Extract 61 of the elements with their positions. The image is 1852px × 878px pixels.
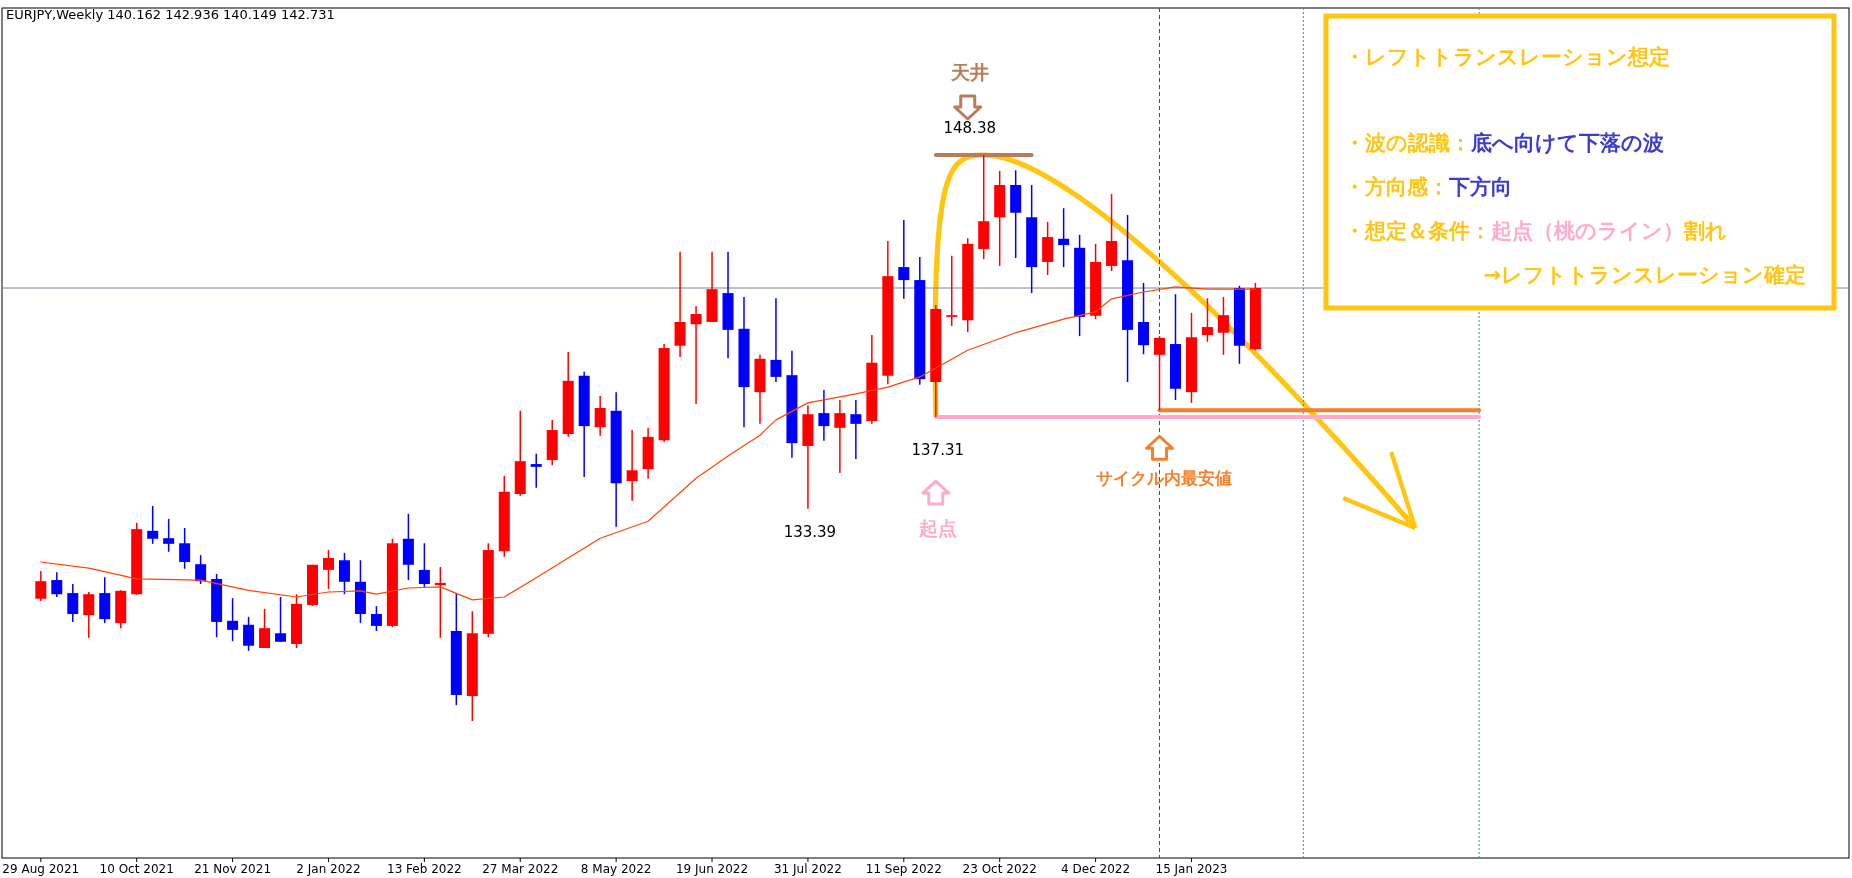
candlestick [195,554,207,585]
candlestick [35,570,47,602]
candlestick [227,597,239,642]
annotation: 起点（桃のライン） [1490,219,1684,243]
x-tick-label: 10 Oct 2021 [99,862,174,876]
annotation: 148.38 [943,119,996,137]
x-tick-label: 23 Oct 2022 [962,862,1037,876]
candlestick [898,219,910,300]
annotation: 底へ向けて下落の波 [1470,131,1664,155]
x-tick-label: 29 Aug 2021 [2,862,80,876]
candlestick [275,596,287,643]
annotation: 起点 [917,517,957,540]
candlestick [1058,207,1070,268]
candlestick [259,608,271,649]
candlestick [530,453,542,489]
x-tick-label: 19 Jun 2022 [675,862,749,876]
x-tick-label: 15 Jan 2023 [1155,862,1228,876]
text: EURJPY,Weekly 140.162 142.936 140.149 142.731 [6,7,335,22]
candlestick [338,552,350,595]
annotation: 下方向 [1448,175,1512,199]
candlestick [946,255,958,327]
candlestick [1201,297,1213,343]
candlestick [818,389,830,442]
candlestick [690,305,702,405]
x-tick-label: 27 Mar 2022 [482,862,559,876]
annotation: 133.39 [783,522,837,541]
annotation: →レフトトランスレーション確定 [1483,263,1806,287]
candlestick [418,542,430,588]
candlestick [834,399,846,474]
x-tick-label: 4 Dec 2022 [1061,862,1131,876]
annotation: 137.31 [911,441,965,460]
candlestick [1217,296,1229,356]
x-tick-label: 13 Feb 2022 [387,862,462,876]
candlestick [243,616,255,652]
annotation: 割れ [1683,219,1727,243]
candlestick [1154,335,1166,412]
text: ・レフトトランスレーション想定 [1344,45,1670,69]
candlestick [67,583,79,623]
x-tick-label: 2 Jan 2022 [296,862,361,876]
annotation: サイクル内最安値 [1095,468,1232,489]
annotation: ・方向感： [1344,175,1449,199]
text: 天井 [949,61,989,83]
candlestick [626,429,638,502]
candlestick [322,549,334,590]
annotation: ・想定＆条件： [1344,219,1491,243]
candlestick [147,505,159,545]
x-tick-label: 11 Sep 2022 [865,862,942,876]
x-tick-label: 8 May 2022 [580,862,652,876]
candlestick [163,518,175,553]
candlestick [850,399,862,460]
candlestick [1138,282,1150,355]
candlestick [770,297,782,383]
candlestick [51,571,63,598]
candlestick [83,591,95,639]
candlestick [370,605,382,632]
annotation: ・波の認識： [1344,131,1471,155]
candlestick [594,395,606,437]
candlestick [179,527,191,570]
x-tick-label: 21 Nov 2021 [194,862,272,876]
candlestick [674,251,686,358]
x-tick-label: 31 Jul 2022 [773,862,842,876]
